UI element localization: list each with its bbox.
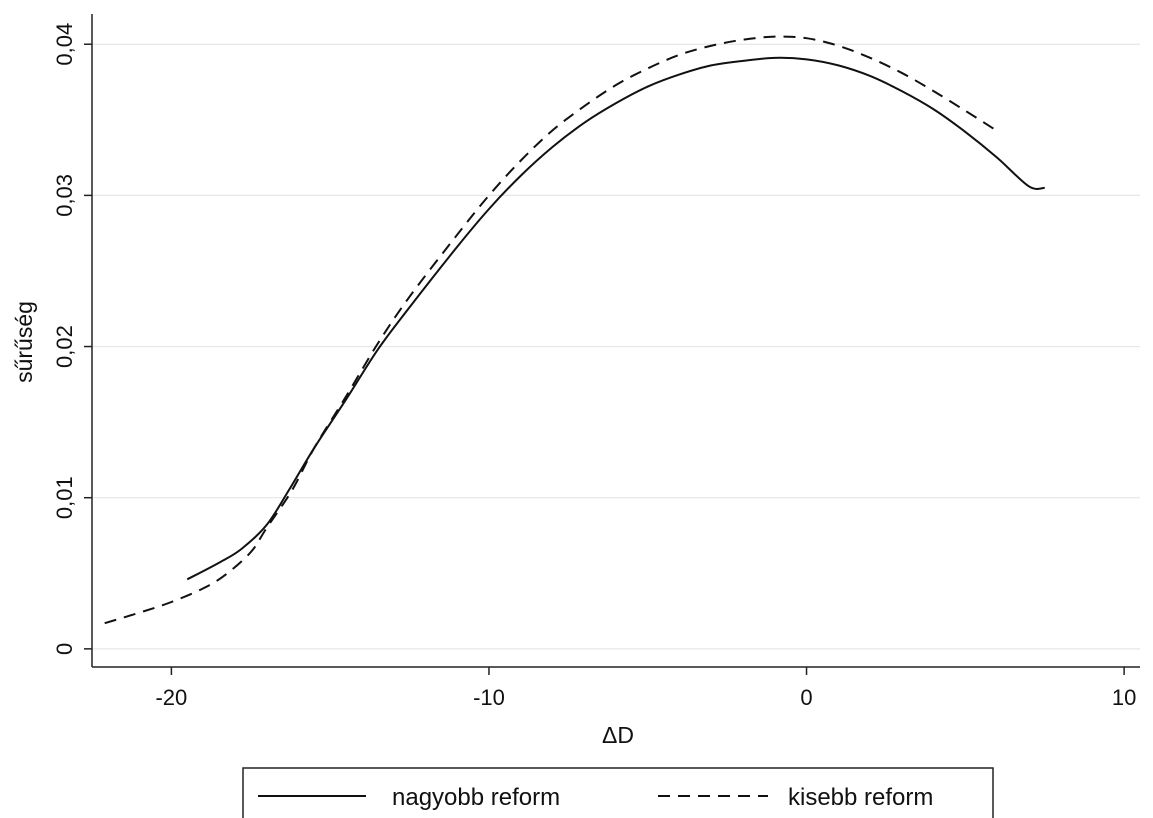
series-line-kisebb-reform xyxy=(104,35,995,625)
x-ticks: -20 -10 0 10 xyxy=(155,667,1136,710)
gridlines xyxy=(92,43,1140,650)
y-tick-label-2: 0,02 xyxy=(52,325,77,368)
y-tick-label-4: 0,04 xyxy=(52,23,77,66)
x-axis-title: ΔD xyxy=(602,722,634,748)
x-tick-label-2: 0 xyxy=(800,685,812,710)
legend: nagyobb reform kisebb reform xyxy=(242,767,994,818)
legend-label-kisebb-reform: kisebb reform xyxy=(788,784,933,811)
axes xyxy=(91,14,1140,668)
legend-label-nagyobb-reform: nagyobb reform xyxy=(392,784,560,811)
x-tick-label-0: -20 xyxy=(155,685,187,710)
x-tick-label-1: -10 xyxy=(473,685,505,710)
series-layer xyxy=(104,35,1045,625)
x-tick-label-3: 10 xyxy=(1112,685,1136,710)
y-tick-label-1: 0,01 xyxy=(52,476,77,519)
legend-box xyxy=(242,767,994,818)
y-tick-label-0: 0 xyxy=(52,643,77,655)
y-tick-label-3: 0,03 xyxy=(52,174,77,217)
series-line-nagyobb-reform xyxy=(186,56,1045,581)
y-ticks: 0 0,01 0,02 0,03 0,04 xyxy=(52,23,92,655)
y-axis-title: sűrűség xyxy=(11,301,37,383)
